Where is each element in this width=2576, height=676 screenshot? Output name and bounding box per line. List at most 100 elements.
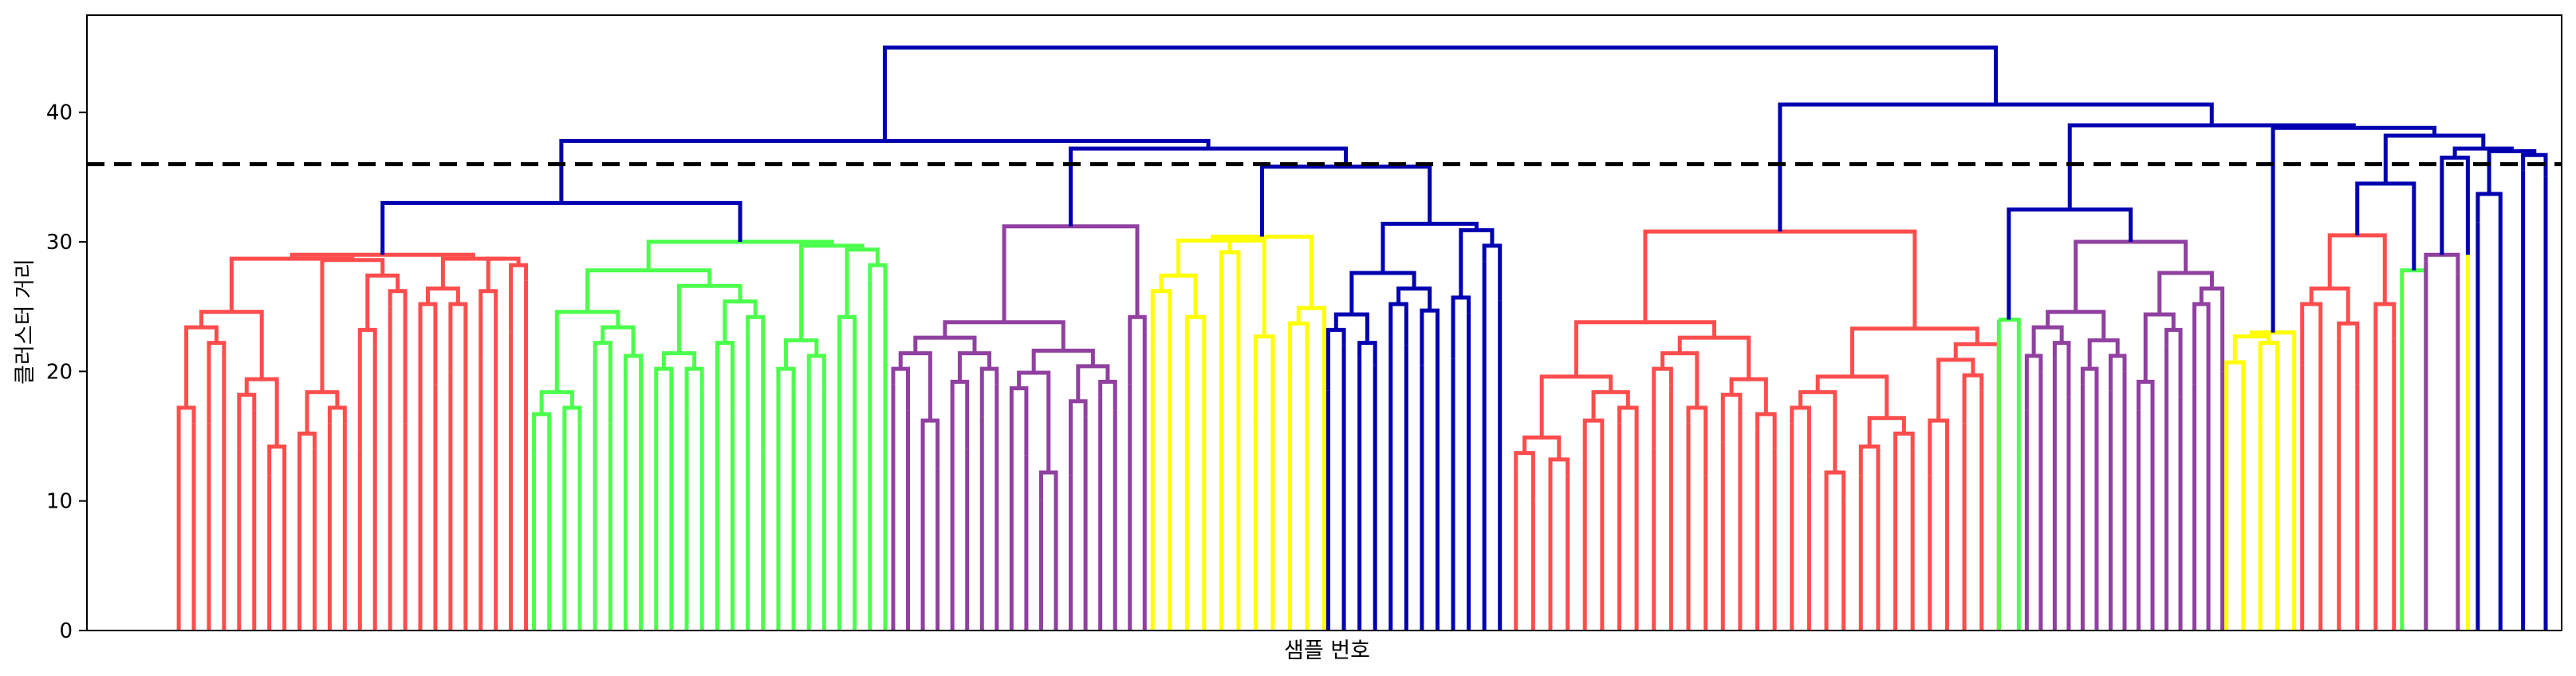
dendrogram-link	[1388, 302, 1408, 346]
dendrogram-link	[479, 289, 498, 359]
dendrogram-link	[297, 431, 317, 488]
dendrogram-link	[2157, 271, 2214, 314]
dendrogram-link	[244, 377, 279, 447]
dendrogram-link	[2327, 233, 2387, 304]
dendrogram-link	[1451, 295, 1471, 359]
dendrogram-link	[891, 366, 911, 411]
dendrogram-link	[1999, 317, 2021, 456]
dendrogram-link	[684, 366, 704, 411]
dendrogram-link	[1720, 393, 1743, 443]
dendrogram-link	[1652, 366, 1673, 449]
dendrogram-link	[1815, 374, 1889, 418]
dendrogram-link	[1643, 229, 1917, 329]
dendrogram-link	[1031, 348, 1095, 373]
dendrogram-link	[1660, 351, 1700, 408]
y-tick-label: 20	[46, 360, 73, 384]
dendrogram-link	[2232, 334, 2271, 363]
dendrogram-link	[715, 341, 735, 411]
dendrogram-upper-link	[1069, 146, 1349, 227]
dendrogram-link	[2143, 312, 2176, 382]
dendrogram-link	[1253, 334, 1275, 417]
dendrogram-link	[2024, 354, 2043, 411]
dendrogram-link	[1150, 289, 1172, 346]
dendrogram-link	[898, 351, 932, 421]
dendrogram-link	[2224, 360, 2246, 411]
dendrogram-link	[2373, 302, 2397, 339]
dendrogram-link	[1798, 389, 1837, 472]
dendrogram-link	[1928, 418, 1949, 476]
dendrogram-link	[1128, 314, 1147, 385]
x-axis-title: 샘플 번호	[1284, 638, 1370, 663]
dendrogram-link	[1038, 470, 1058, 501]
dendrogram-link	[1076, 364, 1110, 401]
dendrogram-link	[2476, 192, 2503, 223]
dendrogram-link	[837, 314, 857, 359]
dendrogram-link	[1159, 273, 1198, 318]
y-tick-label: 40	[46, 101, 73, 125]
dendrogram-link	[1591, 389, 1630, 421]
dendrogram-link	[623, 354, 644, 437]
dendrogram-link	[1176, 238, 1247, 276]
dendrogram-upper-link	[882, 45, 1999, 141]
dendrogram-link	[1548, 457, 1570, 521]
dendrogram-link	[593, 341, 612, 424]
dendrogram-link	[1686, 405, 1708, 476]
dendrogram-link	[784, 338, 819, 370]
dendrogram-link	[2108, 354, 2127, 391]
dendrogram-link	[1514, 451, 1535, 501]
dendrogram-link	[562, 405, 582, 449]
dendrogram-link	[1420, 308, 1440, 366]
dendrogram-link	[1790, 405, 1811, 476]
axes: 0 10 20 30 40	[46, 14, 2562, 643]
dendrogram-link	[2192, 302, 2211, 385]
dendrogram-link	[1582, 418, 1605, 488]
dendrogram-link	[1069, 399, 1088, 476]
dendrogram-link	[1522, 435, 1562, 460]
dendrogram-link	[913, 335, 977, 354]
dendrogram-link	[1219, 250, 1241, 281]
dendrogram-link	[585, 268, 712, 312]
dendrogram-link	[2337, 321, 2360, 385]
dendrogram-link	[1755, 412, 1777, 449]
dendrogram-link	[776, 366, 796, 462]
dendrogram-upper-link	[2383, 133, 2486, 184]
dendrogram-link	[1574, 320, 1716, 377]
dendrogram-link	[1858, 445, 1881, 476]
dendrogram-link	[1211, 235, 1314, 308]
dendrogram-upper-link	[2355, 181, 2416, 271]
dendrogram-link	[1482, 243, 1503, 301]
dendrogram-link	[2052, 341, 2071, 397]
dendrogram-link	[267, 445, 287, 476]
y-tick-label: 30	[46, 231, 73, 255]
dendrogram-link	[305, 389, 340, 434]
dendrogram-link	[920, 418, 940, 469]
dendrogram-link	[184, 325, 219, 408]
dendrogram-link	[1017, 370, 1051, 472]
dendrogram-link	[2250, 330, 2297, 411]
dendrogram-link	[1962, 373, 1984, 424]
dendrogram-link	[2199, 286, 2225, 372]
dendrogram-link	[1009, 385, 1029, 456]
dendrogram-link	[327, 405, 347, 424]
dendrogram-upper-link	[1259, 164, 1432, 237]
dendrogram-link	[1396, 286, 1432, 311]
dendrogram-link	[2424, 252, 2460, 275]
dendrogram-link	[654, 366, 674, 424]
dendrogram-link	[845, 247, 880, 318]
dendrogram-link	[207, 341, 226, 424]
dendrogram-link	[1677, 335, 1751, 380]
dendrogram-link	[2087, 338, 2120, 370]
y-tick-label: 0	[59, 619, 73, 643]
dendrogram-link	[2074, 239, 2188, 312]
dendrogram-link	[388, 289, 408, 424]
dendrogram-link	[2258, 341, 2279, 424]
dendrogram-link	[418, 302, 438, 385]
dendrogram-link	[2300, 302, 2323, 366]
dendrogram-link	[486, 256, 521, 291]
dendrogram-link	[2080, 366, 2099, 404]
dendrogram-link	[1184, 314, 1207, 385]
dendrogram-link	[1936, 358, 1975, 421]
y-tick-label: 10	[46, 490, 73, 514]
dendrogram-link	[237, 393, 257, 449]
